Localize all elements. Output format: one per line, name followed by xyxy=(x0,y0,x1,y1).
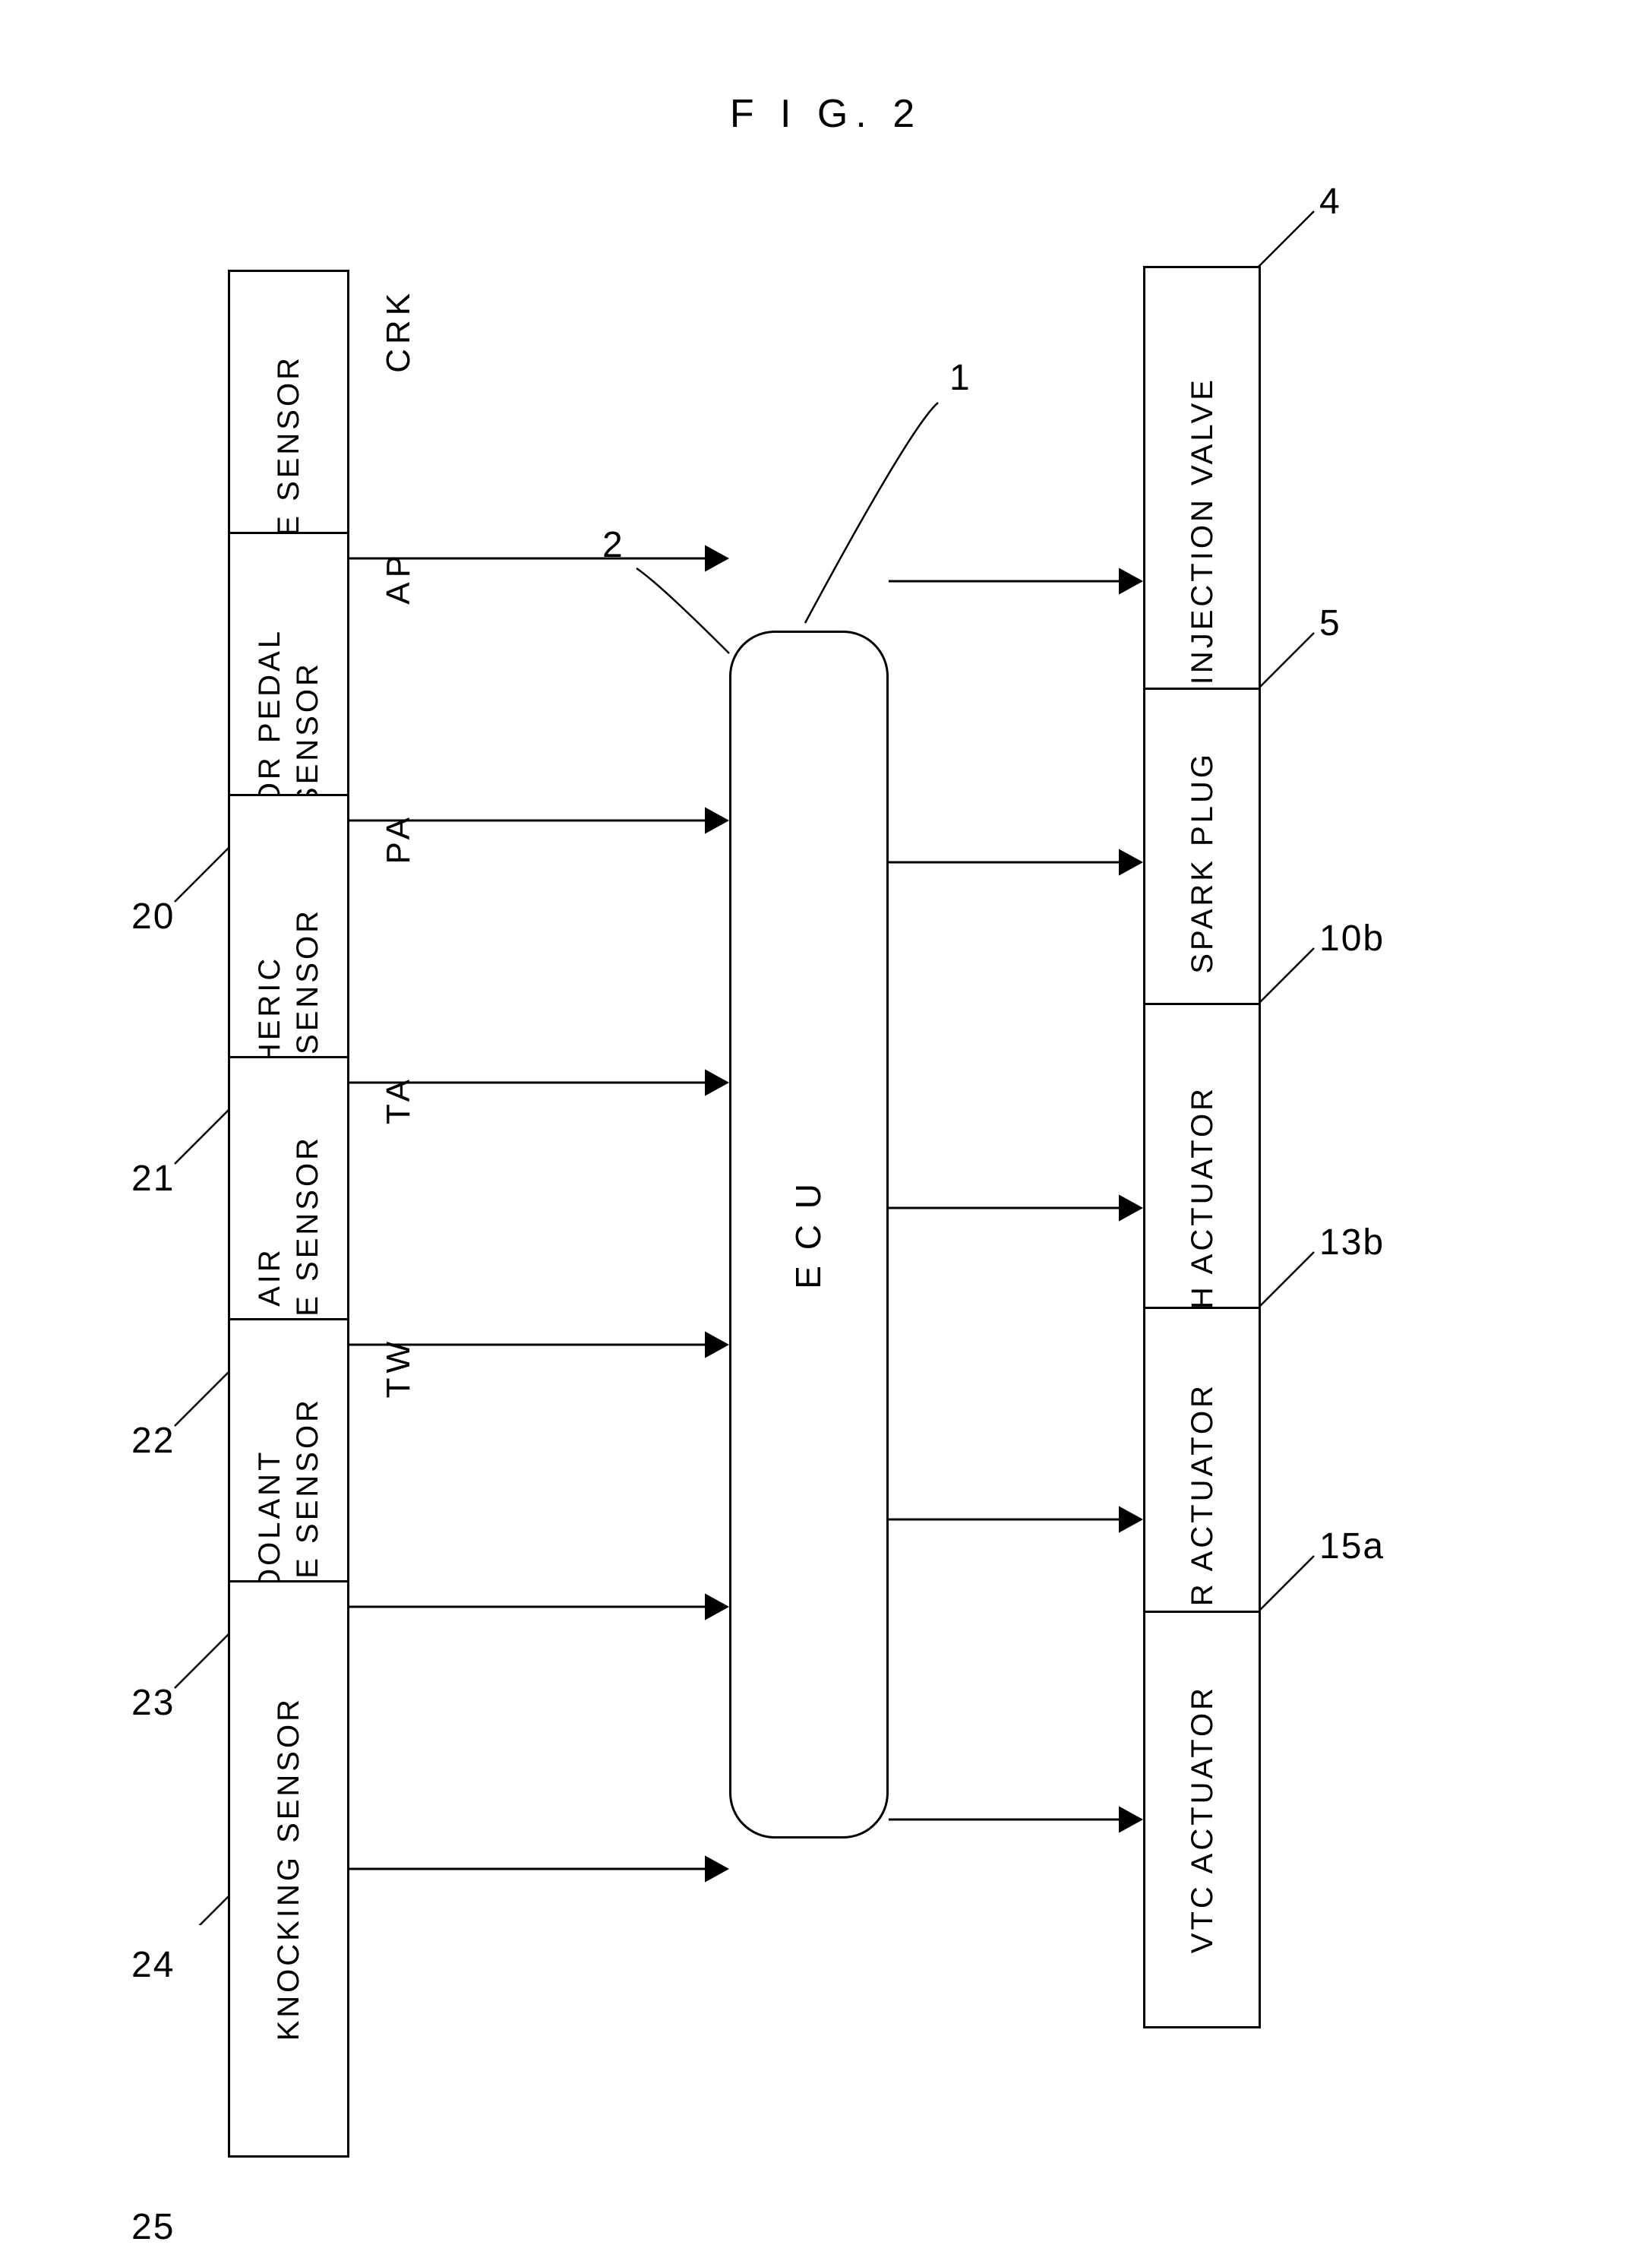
signal-ta: TA xyxy=(380,1075,418,1124)
signal-ap: AP xyxy=(380,551,418,605)
signal-pa: PA xyxy=(380,813,418,864)
ref-ta: 23 xyxy=(131,1682,175,1724)
output-label: TH ACTUATOR xyxy=(1183,1086,1221,1331)
ref-vtc: 15a xyxy=(1319,1526,1385,1567)
output-label: SPARK PLUG xyxy=(1183,751,1221,974)
ref-egr: 13b xyxy=(1319,1222,1385,1263)
input-label: KNOCKING SENSOR xyxy=(270,1696,308,2041)
ref-th: 10b xyxy=(1319,918,1385,960)
ref-label: 2 xyxy=(602,524,624,566)
output-vtc: VTC ACTUATOR xyxy=(1143,1611,1261,2028)
input-knock: KNOCKING SENSOR xyxy=(228,1580,349,2158)
ref-fiv: 4 xyxy=(1319,181,1341,223)
figure-title: F I G. 2 xyxy=(0,91,1652,137)
ref-pa: 22 xyxy=(131,1420,175,1462)
ref-ap: 21 xyxy=(131,1158,175,1200)
signal-tw: TW xyxy=(380,1337,418,1398)
signal-crk: CRK xyxy=(380,289,418,373)
ecu-block: E C U xyxy=(729,631,889,1839)
output-label: VTC ACTUATOR xyxy=(1183,1685,1221,1953)
ref-tw: 24 xyxy=(131,1944,175,1986)
ref-spk: 5 xyxy=(1319,602,1341,644)
ref-crk: 20 xyxy=(131,896,175,937)
ref-knock: 25 xyxy=(131,2206,175,2248)
figure-canvas: F I G. 2 E C U CRANK ANGLE SENSORCRK20AC… xyxy=(0,0,1652,1925)
output-spk: SPARK PLUG xyxy=(1143,688,1261,1037)
ecu-label: E C U xyxy=(787,1181,831,1289)
ref-label: 1 xyxy=(949,357,971,399)
